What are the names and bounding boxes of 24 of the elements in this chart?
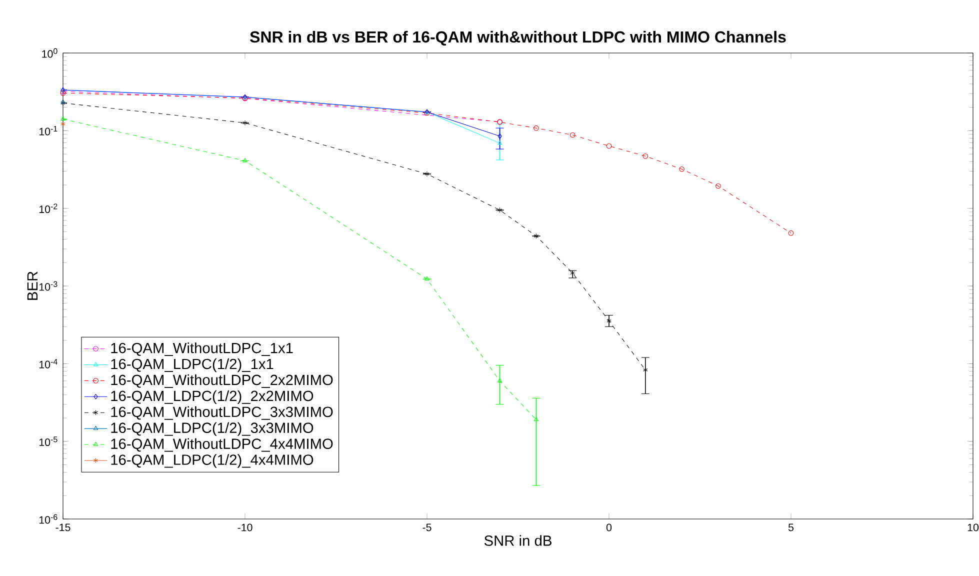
- y-tick-label: 10$^{-4}$: [39, 358, 58, 368]
- legend-label: 16-QAM_LDPC(1/2)_3x3MIMO: [111, 422, 314, 436]
- y-tick-label: 10$^{-1}$: [39, 126, 58, 136]
- y-tick-label: 10$^{-2}$: [39, 204, 58, 214]
- x-tick-label: 0: [606, 524, 612, 532]
- y-axis-title: BER: [27, 272, 38, 300]
- y-tick-label: 10$^{0}$: [42, 48, 58, 58]
- legend-label: 16-QAM_WithoutLDPC_4x4MIMO: [111, 438, 333, 452]
- legend-label: 16-QAM_WithoutLDPC_1x1: [111, 342, 293, 356]
- x-tick-label: -5: [422, 524, 432, 532]
- x-tick-label: -15: [56, 524, 70, 532]
- legend-label: 16-QAM_LDPC(1/2)_2x2MIMO: [111, 390, 314, 404]
- legend-label: 16-QAM_WithoutLDPC_2x2MIMO: [111, 374, 333, 388]
- legend-label: 16-QAM_WithoutLDPC_3x3MIMO: [111, 406, 333, 420]
- chart-title: SNR in dB vs BER of 16-QAM with&without LDPC with MIMO Channels: [250, 30, 786, 46]
- x-tick-label: 5: [788, 524, 794, 532]
- legend-label: 16-QAM_LDPC(1/2)_4x4MIMO: [111, 454, 314, 468]
- y-tick-label: 10$^{-6}$: [39, 514, 58, 524]
- y-tick-label: 10$^{-5}$: [39, 436, 58, 446]
- x-tick-label: 10: [968, 524, 979, 532]
- x-tick-label: -10: [238, 524, 252, 532]
- y-tick-label: 10$^{-3}$: [39, 281, 58, 291]
- legend-label: 16-QAM_LDPC(1/2)_1x1: [111, 358, 274, 372]
- x-axis-title: SNR in dB: [484, 535, 552, 546]
